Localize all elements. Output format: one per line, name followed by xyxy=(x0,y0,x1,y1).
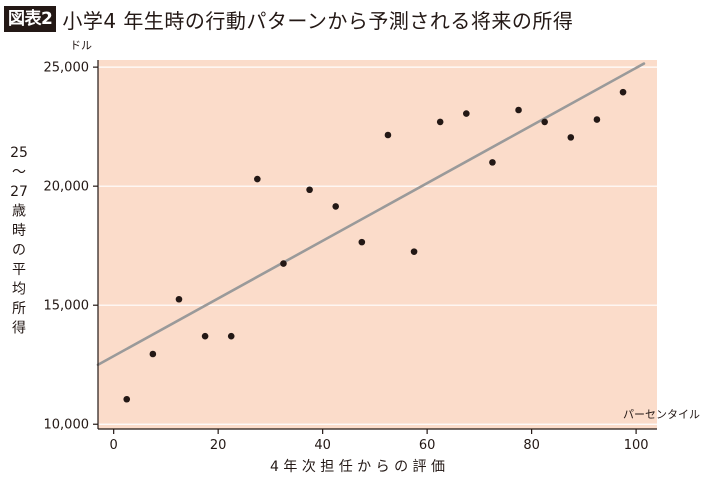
data-point-19 xyxy=(619,88,627,96)
data-point-17 xyxy=(567,134,575,141)
gridlines xyxy=(98,66,657,425)
x-tick-label-4: 80 xyxy=(523,438,540,453)
data-point-2 xyxy=(175,295,183,303)
x-tick-label-3: 60 xyxy=(419,438,436,453)
data-point-5 xyxy=(254,175,261,183)
data-point-16 xyxy=(541,118,548,126)
trend-layer xyxy=(96,62,646,367)
figure-title: 図表2 小学4 年生時の行動パターンから予測される将来の所得 xyxy=(4,3,573,35)
data-point-9 xyxy=(358,238,366,246)
data-point-8 xyxy=(332,203,340,210)
axes xyxy=(93,60,657,434)
data-point-3 xyxy=(201,332,209,340)
data-point-15 xyxy=(515,106,522,114)
figure-badge: 図表2 xyxy=(4,6,57,32)
data-point-6 xyxy=(280,260,287,267)
axis-labels: 10,000 15,000 20,000 25,000 0 20 40 60 80 100 ドルパー… xyxy=(10,39,700,475)
data-point-12 xyxy=(436,118,444,126)
data-points xyxy=(123,88,627,403)
x-tick-label-5: 100 xyxy=(624,438,649,453)
chart-title: 小学4 年生時の行動パターンから予測される将来の所得 xyxy=(62,8,574,33)
y-tick-label-2: 20,000 xyxy=(44,180,90,195)
y-tick-label-1: 15,000 xyxy=(44,299,90,314)
y-unit-label: ドル xyxy=(70,39,92,52)
data-point-1 xyxy=(149,350,157,358)
trend-line xyxy=(96,62,646,367)
data-point-14 xyxy=(489,159,496,166)
y-tick-label-0: 10,000 xyxy=(44,418,90,433)
data-point-18 xyxy=(593,116,601,123)
y-tick-label-3: 25,000 xyxy=(44,61,90,76)
data-point-11 xyxy=(410,248,418,255)
data-point-10 xyxy=(384,131,392,139)
data-point-4 xyxy=(227,332,235,340)
x-axis-title: 4 年 次 担 任 か ら の 評 価 xyxy=(270,459,445,475)
x-tick-label-0: 0 xyxy=(110,438,118,453)
x-tick-label-1: 20 xyxy=(210,438,227,453)
data-point-0 xyxy=(123,395,131,403)
data-point-13 xyxy=(463,110,470,117)
x-tick-label-2: 40 xyxy=(314,438,331,453)
y-axis-title: 25 ～ 27 歳時の平均所得 xyxy=(10,145,28,337)
data-point-7 xyxy=(306,186,313,194)
x-unit-label: パーセンタイル xyxy=(623,408,700,421)
plot-area xyxy=(98,60,657,429)
